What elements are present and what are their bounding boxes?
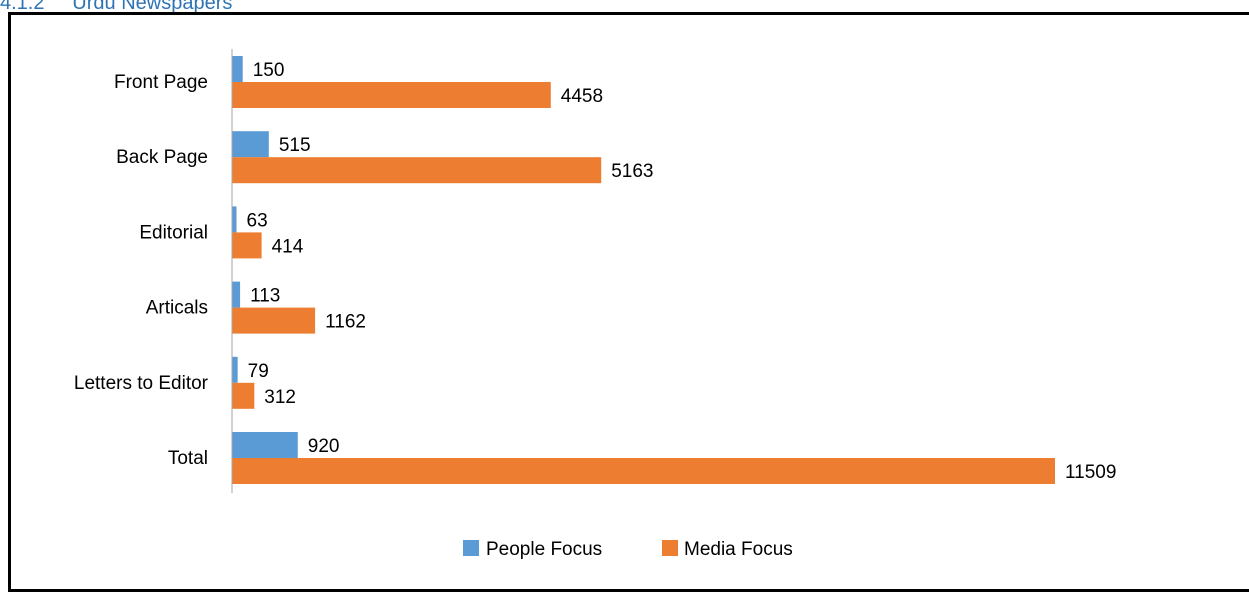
data-label-people-focus-front-page: 150 <box>253 60 285 81</box>
section-title: Urdu Newspapers <box>72 0 233 14</box>
bar-people-focus-front-page <box>232 56 243 82</box>
bar-media-focus-letters-to-editor <box>232 382 255 409</box>
data-label-media-focus-editorial: 414 <box>272 236 304 257</box>
legend-swatch-media-focus <box>662 540 678 556</box>
data-label-people-focus-letters-to-editor: 79 <box>248 361 269 382</box>
bar-media-focus-front-page <box>232 82 551 108</box>
bar-people-focus-editorial <box>232 206 237 233</box>
legend-label-media-focus: Media Focus <box>684 539 793 560</box>
data-label-media-focus-articals: 1162 <box>325 312 366 333</box>
bar-media-focus-back-page <box>232 157 602 184</box>
category-label-back-page: Back Page <box>116 147 208 168</box>
legend-swatch-people-focus <box>463 540 479 556</box>
data-label-media-focus-back-page: 5163 <box>611 161 653 182</box>
category-label-articals: Articals <box>146 298 208 319</box>
section-number: 4.1.2 <box>0 0 45 14</box>
legend-label-people-focus: People Focus <box>486 539 602 560</box>
bar-people-focus-letters-to-editor <box>232 356 238 383</box>
labels-layer: Front Page 150 4458 Back Page 515 5163 Editori… <box>74 60 1117 483</box>
category-label-front-page: Front Page <box>114 72 208 93</box>
data-label-media-focus-front-page: 4458 <box>561 86 603 107</box>
bar-chart: Front Page 150 4458 Back Page 515 5163 Editori… <box>74 49 1117 560</box>
category-label-letters-to-editor: Letters to Editor <box>74 373 209 394</box>
chart-frame: Front Page 150 4458 Back Page 515 5163 Editori… <box>8 12 1249 592</box>
bar-people-focus-articals <box>232 281 241 308</box>
data-label-people-focus-total: 920 <box>308 436 340 457</box>
data-label-people-focus-editorial: 63 <box>247 210 268 231</box>
category-label-editorial: Editorial <box>139 222 208 243</box>
legend: People Focus Media Focus <box>463 539 793 560</box>
data-label-media-focus-total: 11509 <box>1065 462 1116 483</box>
data-label-media-focus-letters-to-editor: 312 <box>264 387 296 408</box>
data-label-people-focus-back-page: 515 <box>279 135 311 156</box>
bar-media-focus-total <box>232 458 1055 484</box>
section-heading: 4.1.2 Urdu Newspapers <box>0 0 232 13</box>
category-label-total: Total <box>168 448 208 469</box>
bar-people-focus-back-page <box>232 131 269 158</box>
data-label-people-focus-articals: 113 <box>250 286 280 307</box>
bar-media-focus-editorial <box>232 232 262 259</box>
bar-media-focus-articals <box>232 307 316 334</box>
bars-layer <box>232 56 1055 484</box>
bar-people-focus-total <box>232 432 298 458</box>
